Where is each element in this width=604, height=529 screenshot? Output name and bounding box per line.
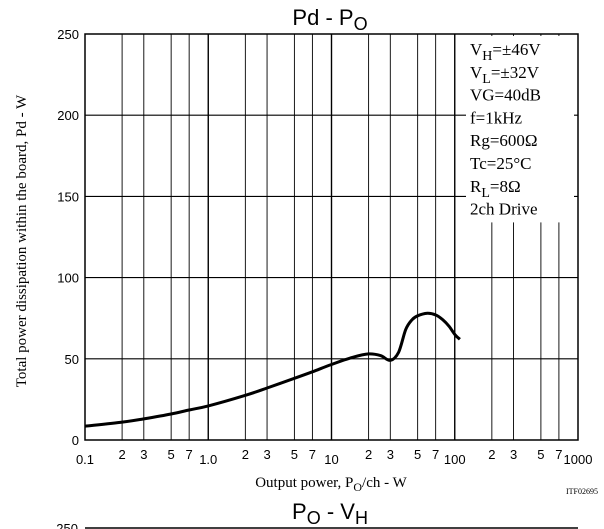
x-tick-label-decade: 10 <box>324 452 338 467</box>
y-tick-label: 150 <box>57 189 79 204</box>
y-tick-label: 200 <box>57 108 79 123</box>
x-axis-label: Output power, PO/ch - W <box>255 475 407 494</box>
x-tick-label-decade: 1.0 <box>199 452 217 467</box>
title2-mid: - V <box>321 499 356 524</box>
condition-line: VH=±46V <box>470 40 541 64</box>
y-tick-label: 0 <box>72 433 79 448</box>
y-tick-label-2: 250 <box>56 521 78 529</box>
condition-line: Rg=600Ω <box>470 131 538 150</box>
x-tick-label-minor: 3 <box>510 447 517 462</box>
condition-line: f=1kHz <box>470 108 523 127</box>
x-tick-label-decade: 1000 <box>564 452 593 467</box>
y-tick-label: 250 <box>57 27 79 42</box>
x-tick-label-minor: 5 <box>291 447 298 462</box>
y-axis-label: Total power dissipation within the board… <box>14 94 30 387</box>
title-main: Pd - P <box>292 5 353 30</box>
po-vs-vh-chart: PO - VH 250 <box>56 499 578 529</box>
y-tick-label: 50 <box>65 352 79 367</box>
condition-line: 2ch Drive <box>470 200 538 219</box>
x-tick-label-minor: 2 <box>488 447 495 462</box>
x-tick-label-minor: 3 <box>387 447 394 462</box>
x-tick-label-minor: 7 <box>186 447 193 462</box>
condition-line: RL=8Ω <box>470 177 521 201</box>
x-tick-label-decade: 0.1 <box>76 452 94 467</box>
chart-title: Pd - PO <box>292 5 367 34</box>
plot-frame <box>84 33 579 441</box>
chart-title-2: PO - VH <box>292 499 368 528</box>
title2-main: P <box>292 499 307 524</box>
title2-subscript: O <box>307 508 321 528</box>
x-tick-label-minor: 2 <box>242 447 249 462</box>
x-tick-label-minor: 5 <box>168 447 175 462</box>
x-tick-label-minor: 3 <box>140 447 147 462</box>
condition-line: Tc=25°C <box>470 154 531 173</box>
condition-line: VG=40dB <box>470 86 541 105</box>
condition-box-background <box>466 36 574 223</box>
pd-vs-po-chart: Pd - PO Total power dissipation within t… <box>14 5 598 496</box>
x-tick-label-minor: 7 <box>309 447 316 462</box>
x-tick-label-minor: 7 <box>432 447 439 462</box>
title2-subscript-2: H <box>355 508 368 528</box>
condition-line: VL=±32V <box>470 63 540 87</box>
figure-code: ITF02695 <box>566 487 598 496</box>
y-tick-label: 100 <box>57 271 79 286</box>
x-tick-label-minor: 5 <box>414 447 421 462</box>
pd-curve <box>84 311 461 428</box>
x-tick-label-minor: 3 <box>263 447 270 462</box>
x-tick-label-minor: 7 <box>555 447 562 462</box>
x-tick-label-minor: 5 <box>537 447 544 462</box>
x-tick-label-minor: 2 <box>118 447 125 462</box>
x-tick-label-minor: 2 <box>365 447 372 462</box>
title-subscript: O <box>354 14 368 34</box>
x-tick-label-decade: 100 <box>444 452 466 467</box>
